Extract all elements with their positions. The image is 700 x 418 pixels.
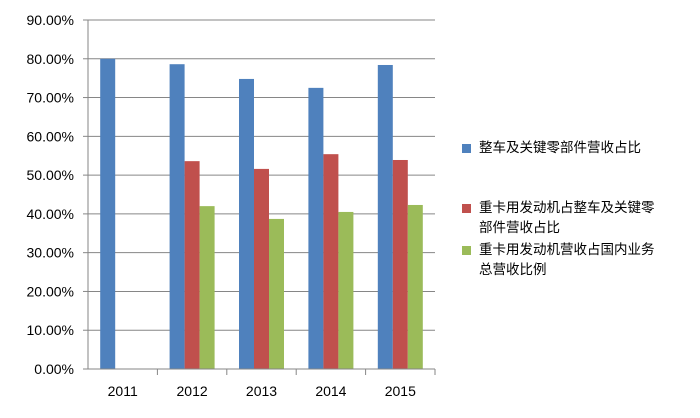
legend-label: 重卡用发动机营收占国内业务总营收比例 (479, 242, 655, 278)
x-tick-label: 2013 (246, 383, 277, 399)
y-tick-label: 0.00% (34, 361, 74, 377)
legend-entry: 重卡用发动机占整车及关键零部件营收占比 (462, 198, 662, 238)
legend-swatch (462, 144, 471, 153)
bar (338, 211, 354, 369)
bar (239, 78, 254, 369)
legend-entry: 整车及关键零部件营收占比 (462, 138, 662, 158)
legend-label: 整车及关键零部件营收占比 (479, 140, 641, 156)
y-tick-label: 20.00% (27, 283, 74, 299)
legend-entry: 重卡用发动机营收占国内业务总营收比例 (462, 240, 662, 280)
x-tick-label: 2014 (315, 383, 346, 399)
y-tick-label: 10.00% (27, 322, 74, 338)
x-tick-label: 2015 (385, 383, 416, 399)
bar (392, 159, 408, 369)
y-tick-label: 70.00% (27, 90, 74, 106)
legend-swatch (462, 204, 471, 213)
bar (407, 204, 423, 369)
legend-swatch (462, 246, 471, 255)
bar (184, 161, 200, 369)
bar (254, 168, 269, 369)
y-tick-label: 40.00% (27, 206, 74, 222)
y-tick-label: 50.00% (27, 167, 74, 183)
bar (323, 154, 339, 369)
x-tick-label: 2011 (108, 383, 138, 399)
bar (169, 64, 185, 369)
y-tick-label: 60.00% (27, 128, 74, 144)
bar (100, 58, 116, 370)
bar (308, 87, 324, 369)
x-tick-label: 2012 (177, 383, 208, 399)
y-tick-label: 30.00% (27, 245, 74, 261)
bar (199, 206, 215, 369)
bar (377, 64, 393, 369)
y-tick-label: 90.00% (27, 12, 74, 28)
bar (269, 218, 284, 369)
legend-label: 重卡用发动机占整车及关键零部件营收占比 (479, 200, 655, 236)
y-tick-label: 80.00% (27, 51, 74, 67)
